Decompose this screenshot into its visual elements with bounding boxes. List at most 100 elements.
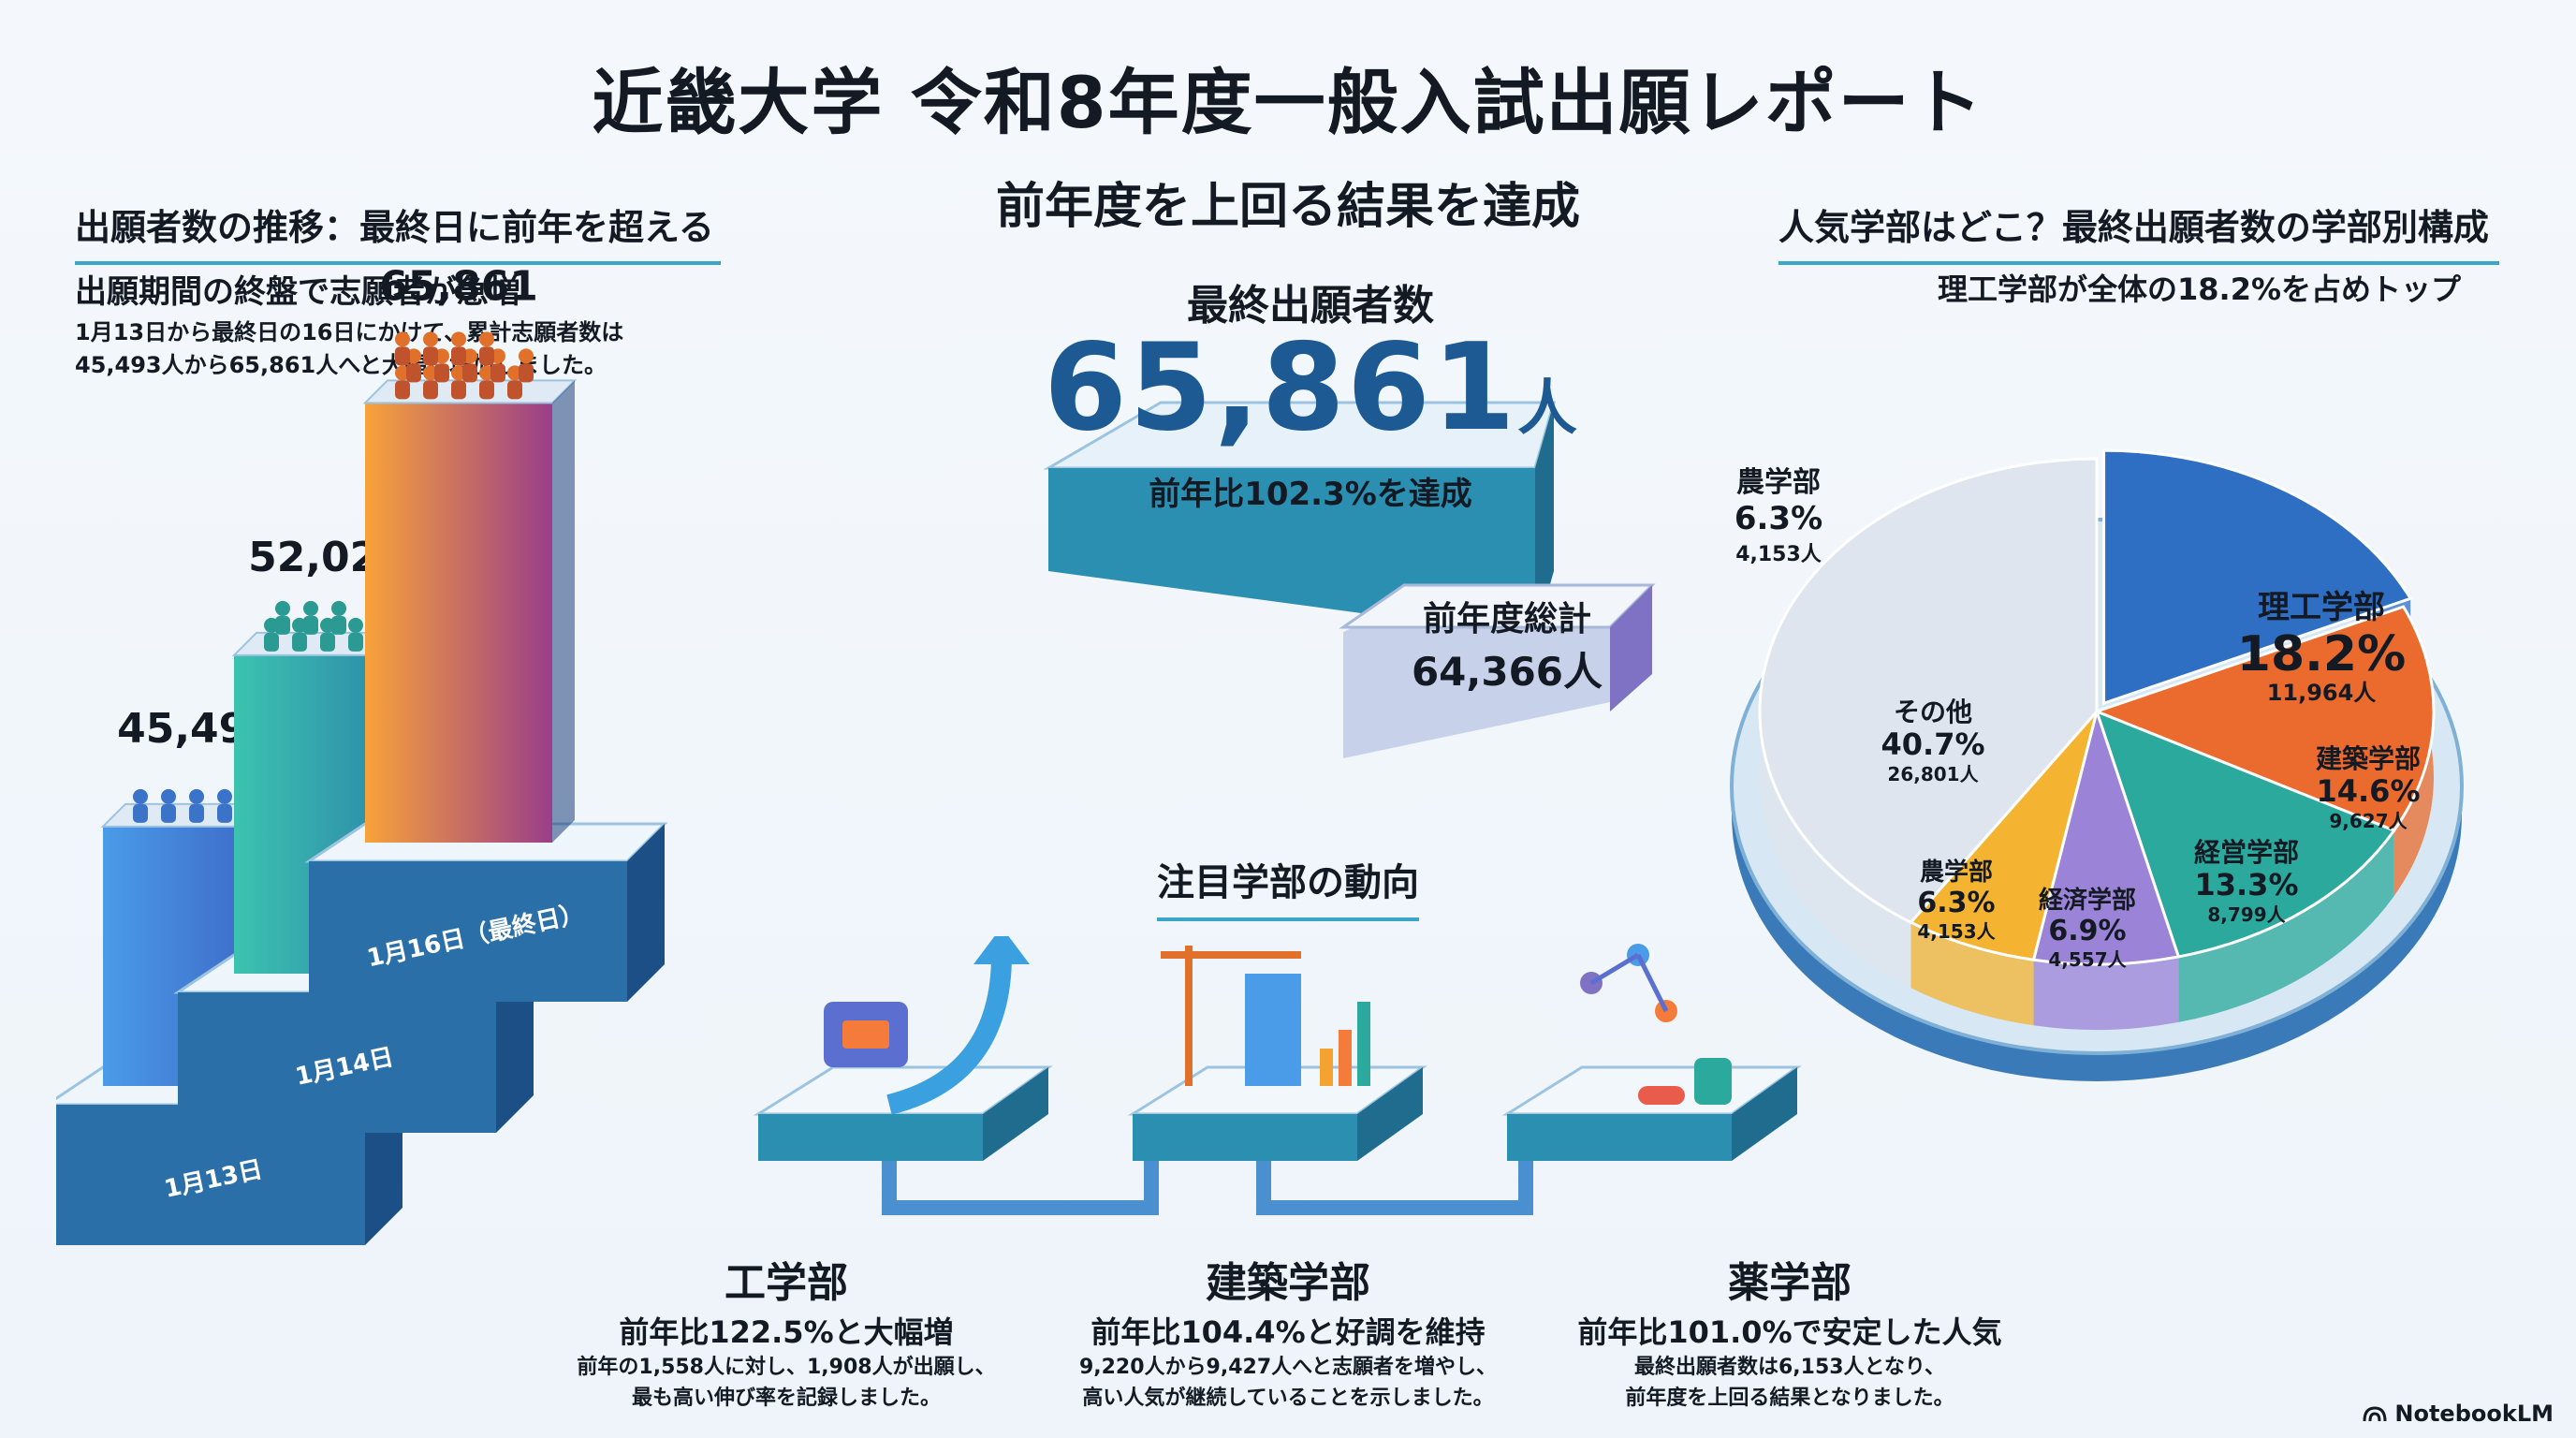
- trend-desc-line1: 1月13日から最終日の16日にかけて、累計志願者数は: [75, 319, 624, 345]
- person-icon: [348, 617, 363, 633]
- pie-slice-pct-label: 6.3%: [1917, 887, 1995, 919]
- pie-slice: [2094, 709, 2396, 959]
- dept-title: 建築学部: [1206, 1259, 1370, 1307]
- person-icon-body: [275, 615, 290, 635]
- pie-slice-count-label: 4,153人: [1917, 920, 1996, 943]
- dept-title: 工学部: [724, 1259, 848, 1307]
- outer-label-agriculture: 農学部 6.3% 4,153人: [1713, 459, 1844, 567]
- person-icon: [479, 331, 494, 347]
- connector-right: [1256, 1161, 1533, 1215]
- total-figure: 65,861人: [1039, 318, 1582, 458]
- pie-slice-pct-label: 6.9%: [2048, 915, 2126, 947]
- pie-slice-count-label: 8,799人: [2207, 903, 2286, 926]
- pie-slice-name-label: 建築学部: [2316, 743, 2421, 774]
- platform-architecture: [1127, 946, 1427, 1161]
- person-icon-body: [133, 803, 148, 823]
- prev-total-value: 64,366人: [1411, 649, 1603, 695]
- person-icon-body: [264, 632, 279, 652]
- page-title: 近畿大学 令和8年度一般入試出願レポート: [592, 61, 1984, 144]
- pedestal-front: [309, 861, 627, 1002]
- bar-side: [552, 380, 575, 843]
- outer-label-pct: 6.3%: [1734, 500, 1823, 537]
- connector-left: [882, 1161, 1159, 1215]
- person-icon-body: [423, 380, 438, 400]
- total-unit: 人: [1516, 374, 1577, 444]
- dept-desc-line2: 最も高い伸び率を記録しました。: [631, 1387, 941, 1410]
- pie-slice-pct-label: 40.7%: [1881, 726, 1984, 762]
- person-icon: [303, 600, 318, 616]
- pie-slice-name-label: 農学部: [1920, 858, 1993, 887]
- person-icon-body: [451, 346, 466, 366]
- pie-slice-name-label: 経営学部: [2194, 837, 2299, 868]
- person-icon: [275, 600, 290, 616]
- focus-platforms: [753, 936, 1802, 1215]
- pie-slice-count-label: 26,801人: [1887, 763, 1979, 785]
- person-icon-body: [395, 380, 410, 400]
- person-icon-body: [423, 346, 438, 366]
- total-value: 65,861: [1044, 318, 1517, 458]
- dept-block-pharmacy: 薬学部 前年比101.0%で安定した人気 最終出願者数は6,153人となり、 前…: [1546, 1249, 2033, 1414]
- outer-label-name: 農学部: [1736, 466, 1821, 499]
- medicine-bottle-icon: [1694, 1058, 1732, 1105]
- person-icon-body: [479, 380, 494, 400]
- pie-slice-name-label: その他: [1894, 697, 1972, 727]
- person-icon-body: [406, 363, 421, 383]
- logo-text: NotebookLM: [2394, 1401, 2554, 1427]
- person-icon: [189, 788, 204, 804]
- growth-arrow-icon: [886, 954, 1012, 1115]
- notebooklm-logo: NotebookLM: [2363, 1401, 2554, 1427]
- pie-slice: [1758, 457, 2099, 925]
- bar: [365, 403, 552, 843]
- prev-block-side: [1610, 585, 1652, 712]
- total-yoy: 前年比102.3%を達成: [1149, 476, 1472, 513]
- person-icon-body: [303, 615, 318, 635]
- pie-slice: [1908, 711, 2099, 961]
- trend-subheading: 出願期間の終盤で志願者が急増: [75, 273, 520, 311]
- person-icon: [161, 788, 176, 804]
- person-icon-body: [462, 363, 477, 383]
- pedestal-front: [178, 992, 496, 1133]
- notebooklm-icon: [2363, 1406, 2387, 1422]
- dept-desc-line1: 9,220人から9,427人へと志願者を増やし、: [1078, 1356, 1498, 1379]
- person-icon: [519, 348, 534, 364]
- building-icon: [1245, 974, 1301, 1086]
- trend-heading: 出願者数の推移：最終日に前年を超える: [75, 198, 721, 265]
- faculty-composition-chart: 理工学部18.2%11,964人建築学部14.6%9,627人経営学部13.3%…: [1730, 448, 2464, 1081]
- person-icon: [423, 331, 438, 347]
- pie-slice-count-label: 9,627人: [2329, 810, 2408, 832]
- dept-title: 薬学部: [1728, 1259, 1852, 1307]
- person-icon-body: [331, 615, 346, 635]
- pie-slice: [2102, 448, 2413, 706]
- prev-block-front: [1343, 604, 1610, 758]
- dept-desc-line2: 前年度を上回る結果となりました。: [1625, 1387, 1954, 1410]
- composition-subheading: 理工学部が全体の18.2%を占めトップ: [1938, 271, 2462, 307]
- pie-slice-count-label: 11,964人: [2267, 680, 2377, 706]
- dept-sub: 前年比104.4%と好調を維持: [1090, 1314, 1486, 1350]
- person-icon: [451, 331, 466, 347]
- pedestal-side: [627, 824, 665, 1002]
- pie-slice-name-label: 理工学部: [2258, 589, 2385, 626]
- person-icon: [133, 788, 148, 804]
- person-icon: [217, 788, 232, 804]
- person-icon-body: [395, 346, 410, 366]
- page-subtitle: 前年度を上回る結果を達成: [995, 179, 1580, 235]
- person-icon-body: [217, 803, 232, 823]
- person-icon-body: [434, 363, 449, 383]
- total-label: 最終出願者数: [1187, 282, 1434, 330]
- outer-label-count: 4,153人: [1735, 543, 1822, 566]
- dept-block-engineering: 工学部 前年比122.5%と大幅増 前年の1,558人に対し、1,908人が出願…: [543, 1249, 1030, 1414]
- dept-desc-line2: 高い人気が継続していることを示しました。: [1082, 1387, 1494, 1410]
- person-icon: [331, 600, 346, 616]
- person-icon-body: [161, 803, 176, 823]
- pie-slice-side: [2033, 956, 2179, 1030]
- person-icon-body: [479, 346, 494, 366]
- pie-slice-side: [1910, 922, 2034, 1026]
- platform-pharmacy: [1501, 944, 1802, 1161]
- person-icon: [395, 331, 410, 347]
- person-icon-body: [507, 380, 522, 400]
- person-icon-body: [519, 363, 534, 383]
- dept-desc-line1: 前年の1,558人に対し、1,908人が出願し、: [577, 1356, 996, 1379]
- dept-desc-line1: 最終出願者数は6,153人となり、: [1633, 1356, 1946, 1379]
- dept-sub: 前年比101.0%で安定した人気: [1577, 1314, 2002, 1350]
